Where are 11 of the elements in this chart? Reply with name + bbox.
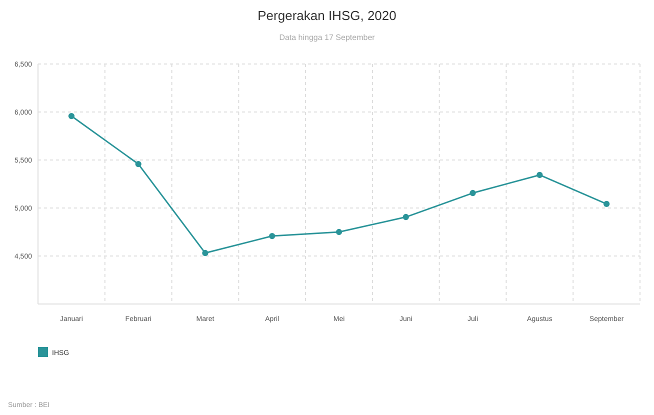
point bbox=[536, 172, 543, 178]
point bbox=[402, 214, 409, 220]
chart-title: Pergerakan IHSG, 2020 bbox=[258, 8, 396, 23]
point bbox=[269, 232, 276, 240]
point bbox=[336, 228, 342, 236]
chart-subtitle: Data hingga 17 September bbox=[279, 33, 376, 42]
point bbox=[135, 160, 142, 168]
point bbox=[470, 190, 476, 196]
point bbox=[202, 250, 208, 256]
point bbox=[603, 200, 610, 208]
point bbox=[68, 112, 75, 120]
